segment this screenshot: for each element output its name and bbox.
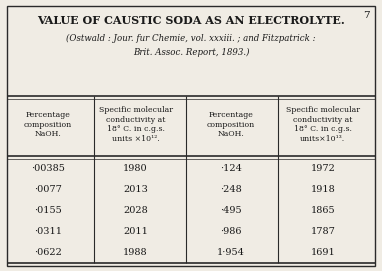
Text: 1787: 1787 <box>310 227 335 236</box>
Text: 1980: 1980 <box>123 164 148 173</box>
Text: 1918: 1918 <box>311 185 335 194</box>
Text: Specific molecular
conductivity at
18° C. in c.g.s.
units ×10¹².: Specific molecular conductivity at 18° C… <box>99 107 173 143</box>
Text: ·0311: ·0311 <box>34 227 62 236</box>
Text: Percentage
composition
NaOH.: Percentage composition NaOH. <box>207 111 255 138</box>
Text: Brit. Assoc. Report, 1893.): Brit. Assoc. Report, 1893.) <box>133 47 249 57</box>
Text: 2028: 2028 <box>123 206 148 215</box>
Text: (Ostwald : Jour. fur Chemie, vol. xxxiii. ; and Fitzpatrick :: (Ostwald : Jour. fur Chemie, vol. xxxiii… <box>66 34 316 43</box>
Text: 1988: 1988 <box>123 248 148 257</box>
Text: ·0155: ·0155 <box>34 206 62 215</box>
Text: ·00385: ·00385 <box>31 164 65 173</box>
Text: 2013: 2013 <box>123 185 148 194</box>
Text: ·248: ·248 <box>220 185 242 194</box>
Text: ·0077: ·0077 <box>34 185 62 194</box>
Text: ·986: ·986 <box>220 227 242 236</box>
Text: 1972: 1972 <box>310 164 335 173</box>
Text: 7: 7 <box>363 11 369 20</box>
Text: 1691: 1691 <box>311 248 335 257</box>
Text: VALUE OF CAUSTIC SODA AS AN ELECTROLYTE.: VALUE OF CAUSTIC SODA AS AN ELECTROLYTE. <box>37 15 345 26</box>
Text: 1·954: 1·954 <box>217 248 245 257</box>
Text: 1865: 1865 <box>311 206 335 215</box>
Text: ·495: ·495 <box>220 206 242 215</box>
Text: 2011: 2011 <box>123 227 148 236</box>
Text: ·124: ·124 <box>220 164 242 173</box>
Text: ·0622: ·0622 <box>34 248 62 257</box>
Text: Specific molecular
conductivity at
18° C. in c.g.s.
units×10¹³.: Specific molecular conductivity at 18° C… <box>286 107 360 143</box>
Text: Percentage
composition
NaOH.: Percentage composition NaOH. <box>24 111 72 138</box>
